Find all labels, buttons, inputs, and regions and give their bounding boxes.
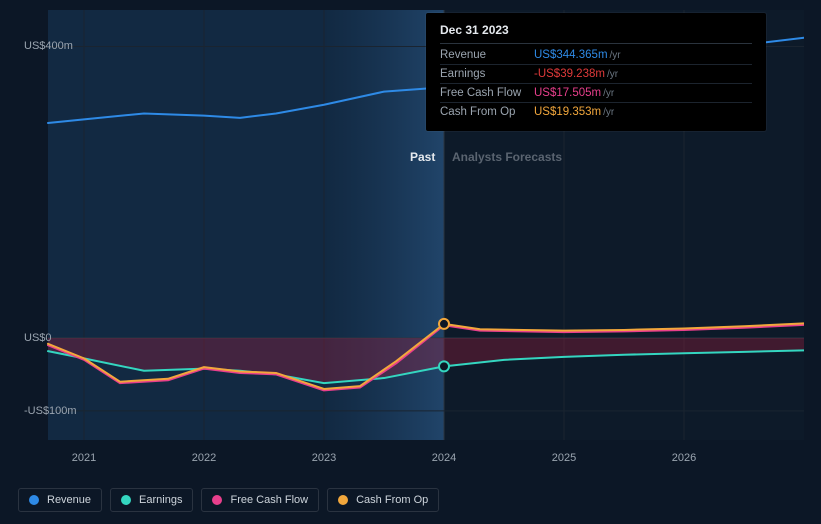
tooltip-row-unit: /yr	[603, 107, 614, 118]
x-axis-label: 2026	[672, 452, 696, 464]
legend-swatch-icon	[29, 495, 39, 505]
tooltip-row: Cash From OpUS$19.353m/yr	[440, 103, 752, 121]
x-axis-label: 2024	[432, 452, 456, 464]
tooltip-row-value: -US$39.238m	[534, 68, 605, 80]
x-axis-label: 2021	[72, 452, 96, 464]
legend-swatch-icon	[212, 495, 222, 505]
tooltip-row-label: Earnings	[440, 68, 534, 80]
tooltip-row: Free Cash FlowUS$17.505m/yr	[440, 84, 752, 103]
section-label-forecast: Analysts Forecasts	[452, 150, 562, 164]
legend-item-earnings[interactable]: Earnings	[110, 488, 193, 512]
legend-item-label: Free Cash Flow	[230, 494, 308, 506]
legend-swatch-icon	[121, 495, 131, 505]
legend-item-label: Earnings	[139, 494, 182, 506]
section-label-past: Past	[410, 150, 435, 164]
legend-item-revenue[interactable]: Revenue	[18, 488, 102, 512]
y-axis-label: US$400m	[24, 40, 73, 52]
tooltip-row: Earnings-US$39.238m/yr	[440, 65, 752, 84]
legend-item-label: Revenue	[47, 494, 91, 506]
tooltip-row-unit: /yr	[607, 69, 618, 80]
y-axis-label: -US$100m	[24, 405, 77, 417]
chart-tooltip: Dec 31 2023 RevenueUS$344.365m/yrEarning…	[426, 13, 766, 131]
x-axis-label: 2025	[552, 452, 576, 464]
tooltip-row-value: US$19.353m	[534, 106, 601, 118]
tooltip-row: RevenueUS$344.365m/yr	[440, 46, 752, 65]
tooltip-row-value: US$344.365m	[534, 49, 608, 61]
tooltip-row-label: Revenue	[440, 49, 534, 61]
x-axis-label: 2023	[312, 452, 336, 464]
tooltip-date: Dec 31 2023	[440, 21, 752, 44]
legend-item-label: Cash From Op	[356, 494, 428, 506]
x-axis-label: 2022	[192, 452, 216, 464]
chart-legend: Revenue Earnings Free Cash Flow Cash From O…	[18, 488, 439, 512]
y-axis-label: US$0	[24, 332, 52, 344]
tooltip-row-unit: /yr	[610, 50, 621, 61]
legend-swatch-icon	[338, 495, 348, 505]
tooltip-row-value: US$17.505m	[534, 87, 601, 99]
tooltip-row-label: Free Cash Flow	[440, 87, 534, 99]
legend-item-fcf[interactable]: Free Cash Flow	[201, 488, 319, 512]
tooltip-row-label: Cash From Op	[440, 106, 534, 118]
legend-item-cfo[interactable]: Cash From Op	[327, 488, 439, 512]
tooltip-row-unit: /yr	[603, 88, 614, 99]
